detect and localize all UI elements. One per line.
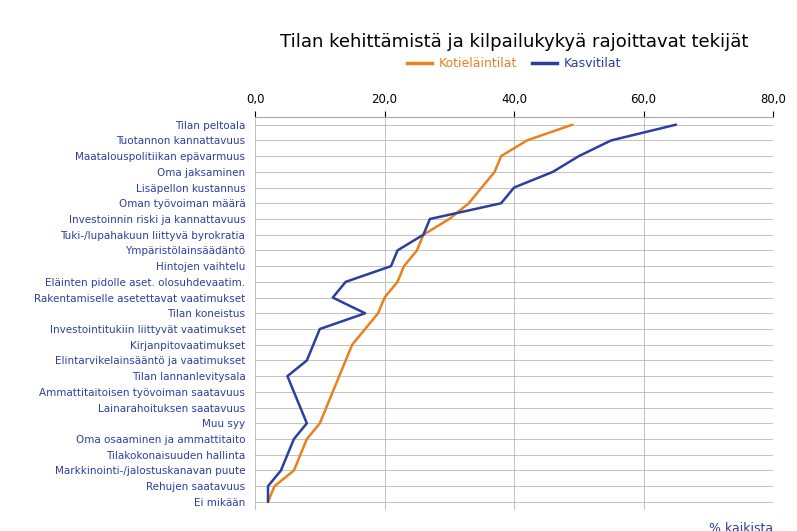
Kasvitilat bbox=[308, 341, 318, 348]
Kotieläintilat bbox=[315, 420, 324, 426]
Line: Kasvitilat: Kasvitilat bbox=[268, 125, 676, 502]
Kotieläintilat bbox=[335, 373, 344, 379]
Kotieläintilat bbox=[341, 357, 351, 364]
Kasvitilat bbox=[302, 420, 312, 426]
Kotieläintilat bbox=[399, 263, 409, 269]
Kotieläintilat bbox=[289, 467, 299, 474]
Title: Tilan kehittämistä ja kilpailukykyä rajoittavat tekijät: Tilan kehittämistä ja kilpailukykyä rajo… bbox=[280, 33, 748, 52]
Kasvitilat bbox=[360, 310, 370, 316]
Kasvitilat bbox=[425, 216, 434, 222]
Kasvitilat bbox=[263, 499, 273, 505]
Kasvitilat bbox=[497, 200, 506, 207]
Kotieläintilat bbox=[497, 153, 506, 159]
Kasvitilat bbox=[393, 247, 402, 254]
Kotieläintilat bbox=[490, 169, 500, 175]
Kotieläintilat bbox=[263, 499, 273, 505]
Line: Kotieläintilat: Kotieläintilat bbox=[268, 125, 572, 502]
Kasvitilat bbox=[302, 357, 312, 364]
Kasvitilat bbox=[509, 184, 519, 191]
Kotieläintilat bbox=[522, 137, 532, 143]
Kasvitilat bbox=[315, 326, 324, 332]
Kasvitilat bbox=[671, 122, 681, 128]
Kasvitilat bbox=[418, 232, 428, 238]
Kasvitilat bbox=[328, 294, 338, 301]
Kasvitilat bbox=[289, 436, 299, 442]
Kotieläintilat bbox=[477, 184, 486, 191]
Kotieläintilat bbox=[464, 200, 473, 207]
Kotieläintilat bbox=[321, 405, 331, 411]
Kotieläintilat bbox=[412, 247, 422, 254]
Kasvitilat bbox=[263, 483, 273, 490]
Kotieläintilat bbox=[379, 294, 389, 301]
Kotieläintilat bbox=[360, 326, 370, 332]
Kasvitilat bbox=[289, 389, 299, 395]
Kasvitilat bbox=[283, 451, 292, 458]
Legend: Kotieläintilat, Kasvitilat: Kotieläintilat, Kasvitilat bbox=[402, 53, 626, 75]
Kotieläintilat bbox=[567, 122, 577, 128]
Text: % kaikista: % kaikista bbox=[709, 521, 773, 531]
Kotieläintilat bbox=[296, 451, 305, 458]
Kasvitilat bbox=[607, 137, 616, 143]
Kasvitilat bbox=[276, 467, 285, 474]
Kotieläintilat bbox=[393, 279, 402, 285]
Kasvitilat bbox=[574, 153, 583, 159]
Kotieläintilat bbox=[347, 341, 357, 348]
Kasvitilat bbox=[548, 169, 558, 175]
Kasvitilat bbox=[296, 405, 305, 411]
Kotieläintilat bbox=[328, 389, 338, 395]
Kotieläintilat bbox=[373, 310, 383, 316]
Kotieläintilat bbox=[269, 483, 279, 490]
Kasvitilat bbox=[387, 263, 396, 269]
Kotieläintilat bbox=[445, 216, 454, 222]
Kotieläintilat bbox=[418, 232, 428, 238]
Kasvitilat bbox=[283, 373, 292, 379]
Kasvitilat bbox=[341, 279, 351, 285]
Kotieläintilat bbox=[302, 436, 312, 442]
